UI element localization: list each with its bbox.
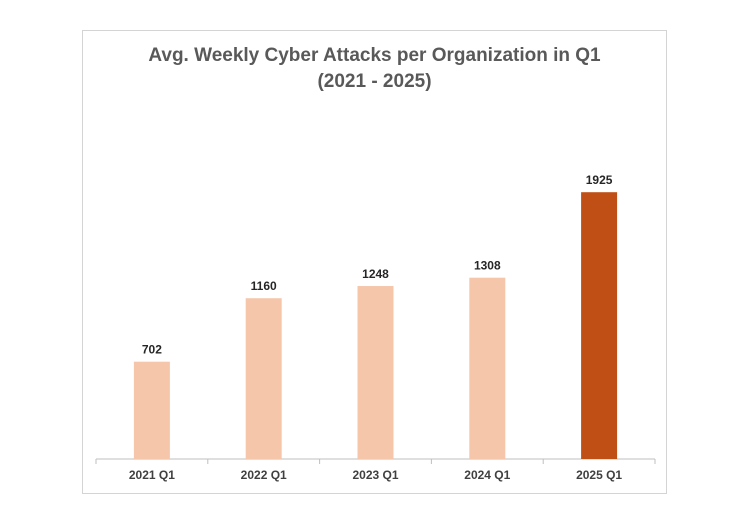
x-tick-label: 2024 Q1 — [464, 468, 510, 482]
data-label: 1925 — [586, 173, 613, 187]
x-tick-label: 2025 Q1 — [576, 468, 622, 482]
chart-title-line-1: Avg. Weekly Cyber Attacks per Organizati… — [148, 45, 601, 66]
chart-title: Avg. Weekly Cyber Attacks per Organizati… — [83, 43, 666, 95]
bar-2024-q1 — [469, 277, 506, 459]
bar-2025-q1 — [581, 192, 618, 459]
data-label: 1160 — [251, 279, 277, 293]
x-tick-label: 2023 Q1 — [352, 468, 398, 482]
bar-2022-q1 — [245, 298, 282, 459]
chart-title-line-2: (2021 - 2025) — [317, 71, 432, 92]
bar-chart-plot: 702 2021 Q1 1160 2022 Q1 1248 2023 Q1 1308 2024… — [95, 173, 656, 482]
bar-2021-q1 — [133, 361, 170, 459]
data-label: 702 — [142, 343, 162, 357]
x-tick-label: 2021 Q1 — [129, 468, 175, 482]
bar-2023-q1 — [357, 286, 394, 459]
chart-frame: Avg. Weekly Cyber Attacks per Organizati… — [82, 30, 667, 494]
data-label: 1248 — [362, 267, 389, 281]
x-tick-label: 2022 Q1 — [241, 468, 287, 482]
data-label: 1308 — [474, 259, 501, 273]
